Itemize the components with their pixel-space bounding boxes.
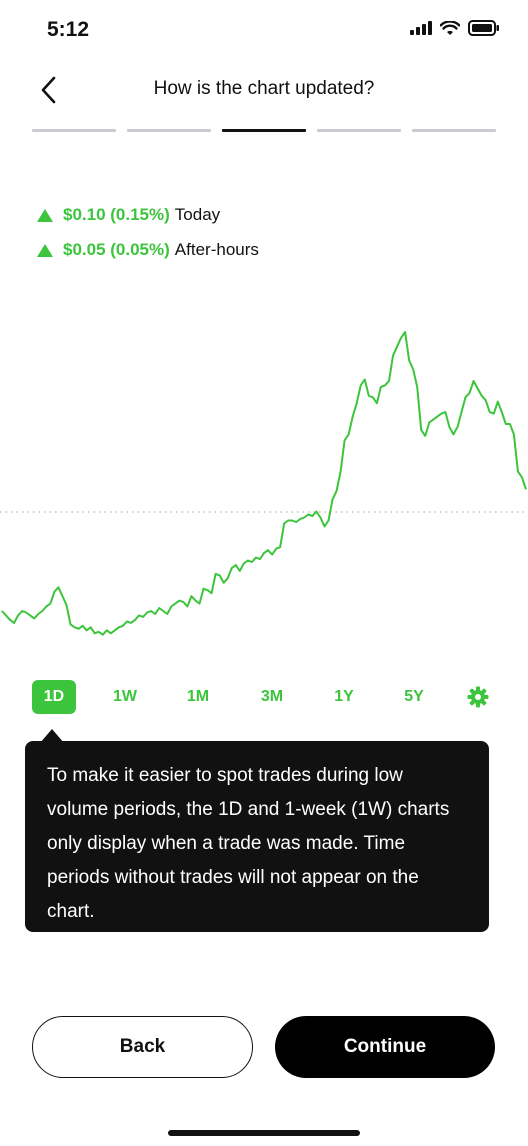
range-tab-1m[interactable]: 1M <box>186 688 210 705</box>
today-change-label: Today <box>174 205 221 224</box>
tooltip-text: To make it easier to spot trades during … <box>47 765 450 922</box>
progress-step-1 <box>32 129 116 132</box>
status-time: 5:12 <box>47 18 90 41</box>
range-tab-5y[interactable]: 5Y <box>404 688 424 705</box>
up-arrow-icon <box>37 243 53 257</box>
up-arrow-icon <box>37 208 53 222</box>
range-tab-1d[interactable]: 1D <box>32 680 76 714</box>
tooltip-pointer <box>40 729 64 743</box>
range-selector: 1D 1W 1M 3M 1Y 5Y <box>0 680 528 716</box>
progress-step-2 <box>127 129 211 132</box>
today-change: $0.10 (0.15%) Today <box>37 205 220 225</box>
progress-step-3 <box>222 129 306 132</box>
after-hours-change-label: After-hours <box>174 240 259 259</box>
tooltip: To make it easier to spot trades during … <box>25 741 489 932</box>
today-change-value: $0.10 (0.15%) <box>63 205 170 224</box>
continue-button[interactable]: Continue <box>275 1016 495 1078</box>
gear-icon[interactable] <box>467 686 489 708</box>
after-hours-change-value: $0.05 (0.05%) <box>63 240 170 259</box>
continue-button-label: Continue <box>343 1036 427 1057</box>
page-title: How is the chart updated? <box>153 78 375 99</box>
step-progress <box>32 129 496 132</box>
progress-step-4 <box>317 129 401 132</box>
back-chevron-icon[interactable] <box>36 72 66 108</box>
battery-icon <box>468 20 499 36</box>
back-button-label: Back <box>119 1036 166 1057</box>
back-button[interactable]: Back <box>32 1016 253 1078</box>
range-tab-3m[interactable]: 3M <box>260 688 284 705</box>
progress-step-5 <box>412 129 496 132</box>
price-line <box>1 331 527 636</box>
wifi-icon <box>440 20 460 35</box>
after-hours-change: $0.05 (0.05%) After-hours <box>37 240 259 260</box>
home-indicator <box>168 1130 360 1136</box>
status-icons <box>410 20 500 36</box>
signal-icon <box>410 21 432 35</box>
range-tab-1w[interactable]: 1W <box>113 688 137 705</box>
range-tab-1y[interactable]: 1Y <box>334 688 354 705</box>
price-chart <box>0 331 528 636</box>
